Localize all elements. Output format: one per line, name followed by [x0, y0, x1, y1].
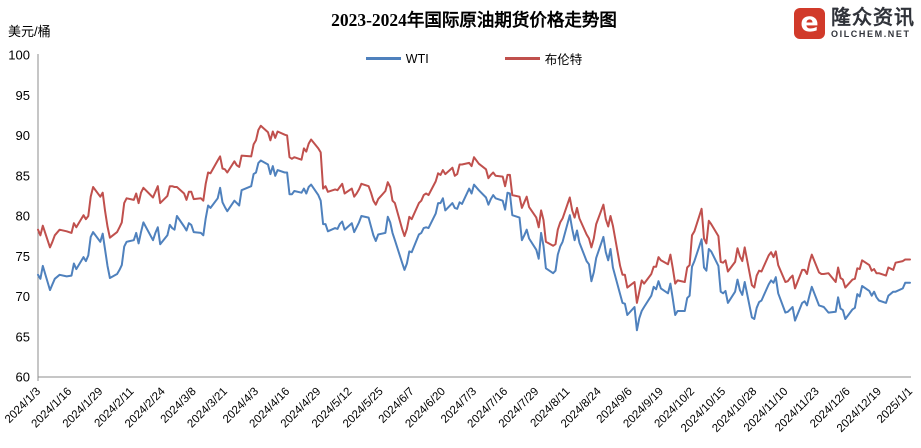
- legend-label: 布伦特: [544, 53, 583, 67]
- chart-title: 2023-2024年国际原油期货价格走势图: [331, 10, 617, 30]
- y-tick-label: 70: [16, 289, 30, 304]
- legend-swatch-line: [365, 57, 401, 60]
- y-tick-label: 85: [16, 168, 30, 183]
- brand-domain: OILCHEM.NET: [831, 29, 911, 39]
- brand-logo: e 隆众资讯 OILCHEM.NET: [794, 8, 915, 39]
- brand-logo-text: 隆众资讯 OILCHEM.NET: [831, 8, 915, 39]
- y-tick-label: 95: [16, 88, 30, 103]
- y-axis-unit-label: 美元/桶: [8, 24, 51, 39]
- chart-legend: WTI 布伦特: [38, 49, 910, 68]
- y-tick-label: 75: [16, 249, 30, 264]
- oilchem-logo-icon: e: [794, 8, 825, 39]
- legend-label: WTI: [405, 51, 429, 66]
- y-tick-label: 100: [8, 48, 30, 63]
- series-line-wti: [37, 159, 911, 332]
- y-tick-label: 65: [16, 329, 30, 344]
- legend-swatch-line: [504, 57, 540, 60]
- y-tick-label: 60: [16, 370, 30, 385]
- series-line-brent: [37, 124, 911, 304]
- legend-item-brent: 布伦特: [504, 49, 583, 68]
- legend-item-wti: WTI: [365, 51, 429, 66]
- y-tick-label: 80: [16, 209, 30, 224]
- brand-name-cn: 隆众资讯: [831, 7, 915, 29]
- y-tick-label: 90: [16, 128, 30, 143]
